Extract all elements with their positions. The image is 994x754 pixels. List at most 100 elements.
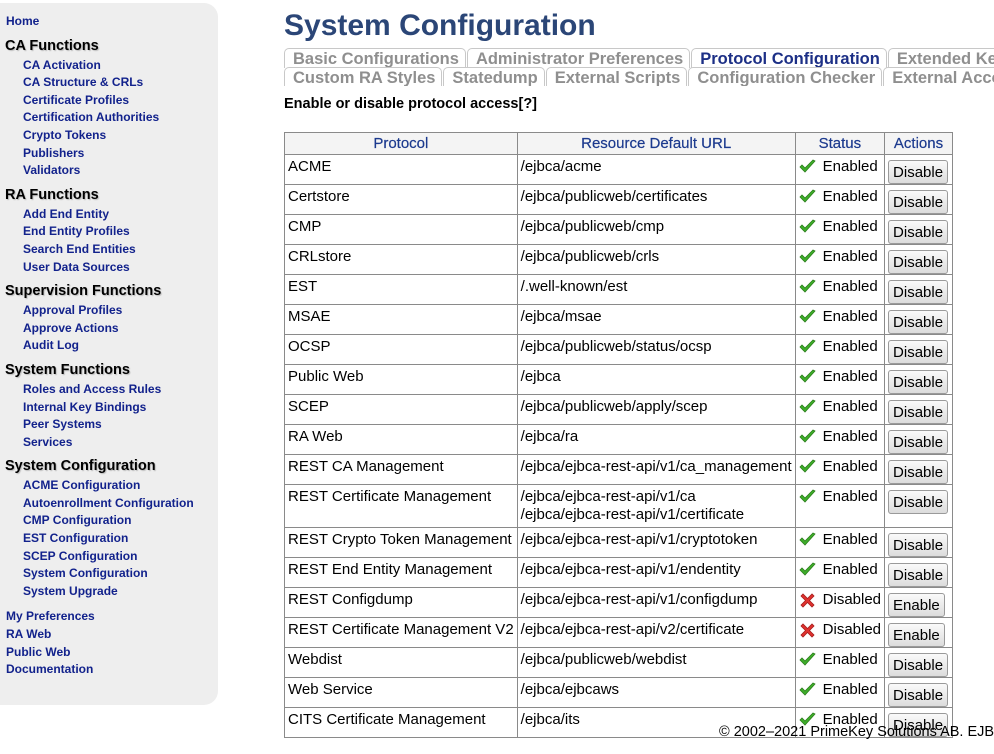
table-row: CRLstore/ejbca/publicweb/crls Enabled Disa… bbox=[284, 244, 954, 275]
toggle-button[interactable]: Disable bbox=[888, 460, 949, 484]
toggle-button[interactable]: Disable bbox=[888, 310, 949, 334]
tab[interactable]: Administrator Preferences bbox=[466, 48, 691, 68]
protocol-cell: Public Web bbox=[284, 364, 518, 395]
tab[interactable]: Custom RA Styles bbox=[284, 67, 443, 86]
check-icon bbox=[799, 682, 816, 696]
table-row: ACME/ejbca/acme Enabled Disable bbox=[284, 154, 954, 185]
status-cell: Enabled bbox=[794, 394, 886, 425]
url-cell: /ejbca/msae bbox=[516, 304, 796, 335]
nav-link[interactable]: CMP Configuration bbox=[23, 513, 132, 528]
toggle-button[interactable]: Disable bbox=[888, 653, 949, 677]
table-row: RA Web/ejbca/ra Enabled Disable bbox=[284, 424, 954, 455]
toggle-button[interactable]: Disable bbox=[888, 430, 949, 454]
toggle-button[interactable]: Disable bbox=[888, 400, 949, 424]
toggle-button[interactable]: Disable bbox=[888, 490, 949, 514]
status: Enabled bbox=[799, 531, 878, 549]
nav-link[interactable]: Roles and Access Rules bbox=[23, 381, 162, 396]
toggle-button[interactable]: Disable bbox=[888, 190, 949, 214]
action-cell: Disable bbox=[884, 424, 954, 455]
nav-link[interactable]: ACME Configuration bbox=[23, 478, 141, 493]
nav-link[interactable]: End Entity Profiles bbox=[23, 224, 130, 239]
tab[interactable]: Configuration Checker bbox=[688, 67, 883, 86]
nav-section-title: System Configuration bbox=[5, 458, 156, 475]
toggle-button[interactable]: Disable bbox=[888, 160, 949, 184]
url-cell: /ejbca/publicweb/status/ocsp bbox=[516, 334, 796, 365]
action-cell: Disable bbox=[884, 707, 954, 738]
status-cell: Enabled bbox=[794, 484, 886, 528]
toggle-button[interactable]: Disable bbox=[888, 250, 949, 274]
nav-link[interactable]: Autoenrollment Configuration bbox=[23, 495, 194, 510]
check-icon bbox=[799, 652, 816, 666]
protocol-cell: OCSP bbox=[284, 334, 518, 365]
toggle-button[interactable]: Enable bbox=[888, 593, 945, 617]
toggle-button[interactable]: Disable bbox=[888, 563, 949, 587]
table-body: ACME/ejbca/acme Enabled Disable Certstore/e… bbox=[284, 154, 954, 738]
nav-link[interactable]: RA Web bbox=[6, 627, 52, 642]
nav-link[interactable]: SCEP Configuration bbox=[23, 548, 138, 563]
nav-section-title: RA Functions bbox=[5, 186, 99, 203]
status: Enabled bbox=[799, 308, 878, 326]
nav-link[interactable]: System Configuration bbox=[23, 566, 148, 581]
status-text: Enabled bbox=[822, 458, 878, 475]
nav-link[interactable]: EST Configuration bbox=[23, 531, 129, 546]
nav-link[interactable]: CA Structure & CRLs bbox=[23, 75, 144, 90]
nav-link[interactable]: System Upgrade bbox=[23, 583, 118, 598]
nav-link[interactable]: User Data Sources bbox=[23, 259, 130, 274]
status-cell: Enabled bbox=[794, 184, 886, 215]
toggle-button[interactable]: Disable bbox=[888, 533, 949, 557]
tab[interactable]: External Account Bindings bbox=[883, 67, 994, 86]
cross-icon bbox=[800, 593, 815, 608]
status-text: Enabled bbox=[822, 681, 878, 698]
tab[interactable]: External Scripts bbox=[545, 67, 688, 86]
nav-link[interactable]: Certification Authorities bbox=[23, 110, 160, 125]
nav-link[interactable]: Certificate Profiles bbox=[23, 92, 130, 107]
action-cell: Disable bbox=[884, 484, 954, 528]
toggle-button[interactable]: Enable bbox=[888, 623, 945, 647]
action-cell: Enable bbox=[884, 617, 954, 648]
toggle-button[interactable]: Disable bbox=[888, 683, 949, 707]
action-cell: Disable bbox=[884, 304, 954, 335]
nav-link[interactable]: Publishers bbox=[23, 145, 85, 160]
table-row: REST Certificate Management/ejbca/ejbca-… bbox=[284, 484, 954, 528]
nav-link[interactable]: Crypto Tokens bbox=[23, 127, 107, 142]
nav-link[interactable]: Add End Entity bbox=[23, 206, 109, 221]
icon-shape bbox=[799, 489, 816, 503]
nav-link[interactable]: CA Activation bbox=[23, 57, 101, 72]
toggle-button[interactable]: Disable bbox=[888, 370, 949, 394]
help-link[interactable]: [?] bbox=[518, 96, 538, 112]
nav-link[interactable]: Home bbox=[6, 14, 40, 28]
table-row: Certstore/ejbca/publicweb/certificates En… bbox=[284, 184, 954, 215]
icon-shape bbox=[799, 562, 816, 576]
tab[interactable]: Protocol Configuration bbox=[691, 48, 887, 68]
tab[interactable]: Extended Key Usages bbox=[887, 48, 994, 68]
action-cell: Disable bbox=[884, 394, 954, 425]
nav-link[interactable]: Search End Entities bbox=[23, 241, 136, 256]
nav-link[interactable]: Services bbox=[23, 434, 73, 449]
status-cell: Enabled bbox=[794, 364, 886, 395]
toggle-button[interactable]: Disable bbox=[888, 280, 949, 304]
url: /ejbca/publicweb/certificates bbox=[520, 188, 708, 205]
nav-link[interactable]: Documentation bbox=[6, 662, 94, 677]
status-cell: Enabled bbox=[794, 244, 886, 275]
check-icon bbox=[799, 279, 816, 293]
nav-link[interactable]: Internal Key Bindings bbox=[23, 399, 147, 414]
nav-link[interactable]: Public Web bbox=[6, 644, 71, 659]
status-cell: Enabled bbox=[794, 454, 886, 485]
url-cell: /ejbca bbox=[516, 364, 796, 395]
nav-link[interactable]: Audit Log bbox=[23, 338, 79, 353]
nav-link[interactable]: Peer Systems bbox=[23, 417, 102, 432]
url-cell: /ejbca/ejbcaws bbox=[516, 677, 796, 708]
tab[interactable]: Basic Configurations bbox=[284, 48, 466, 68]
url-cell: /ejbca/ejbca-rest-api/v1/endentity bbox=[516, 557, 796, 588]
nav-link[interactable]: Validators bbox=[23, 163, 81, 178]
nav-link[interactable]: Approve Actions bbox=[23, 320, 119, 335]
url: /ejbca/publicweb/cmp bbox=[520, 218, 665, 235]
toggle-button[interactable]: Disable bbox=[888, 220, 949, 244]
toggle-button[interactable]: Disable bbox=[888, 713, 949, 737]
nav-link[interactable]: Approval Profiles bbox=[23, 303, 123, 318]
nav-section-title: CA Functions bbox=[5, 37, 99, 54]
toggle-button[interactable]: Disable bbox=[888, 340, 949, 364]
nav-link[interactable]: My Preferences bbox=[6, 609, 95, 624]
tab[interactable]: Statedump bbox=[443, 67, 545, 86]
status: Enabled bbox=[799, 188, 878, 206]
